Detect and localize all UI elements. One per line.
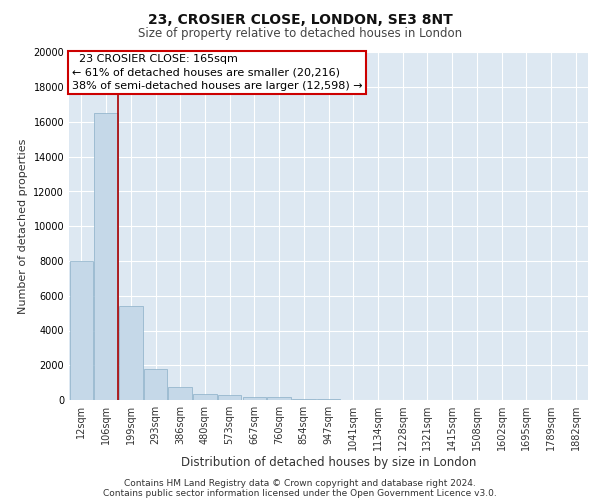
Text: 23, CROSIER CLOSE, LONDON, SE3 8NT: 23, CROSIER CLOSE, LONDON, SE3 8NT (148, 12, 452, 26)
Text: 23 CROSIER CLOSE: 165sqm
← 61% of detached houses are smaller (20,216)
38% of se: 23 CROSIER CLOSE: 165sqm ← 61% of detach… (71, 54, 362, 90)
X-axis label: Distribution of detached houses by size in London: Distribution of detached houses by size … (181, 456, 476, 469)
Bar (292, 399, 316, 400)
Y-axis label: Number of detached properties: Number of detached properties (18, 138, 28, 314)
Bar (169, 387, 192, 400)
Bar (218, 396, 241, 400)
Bar (242, 396, 266, 400)
Text: Contains public sector information licensed under the Open Government Licence v3: Contains public sector information licen… (103, 488, 497, 498)
Bar (268, 396, 291, 400)
Bar (119, 306, 143, 400)
Bar (193, 394, 217, 400)
Bar (94, 114, 118, 400)
Text: Size of property relative to detached houses in London: Size of property relative to detached ho… (138, 28, 462, 40)
Bar (144, 368, 167, 400)
Bar (70, 261, 93, 400)
Text: Contains HM Land Registry data © Crown copyright and database right 2024.: Contains HM Land Registry data © Crown c… (124, 478, 476, 488)
